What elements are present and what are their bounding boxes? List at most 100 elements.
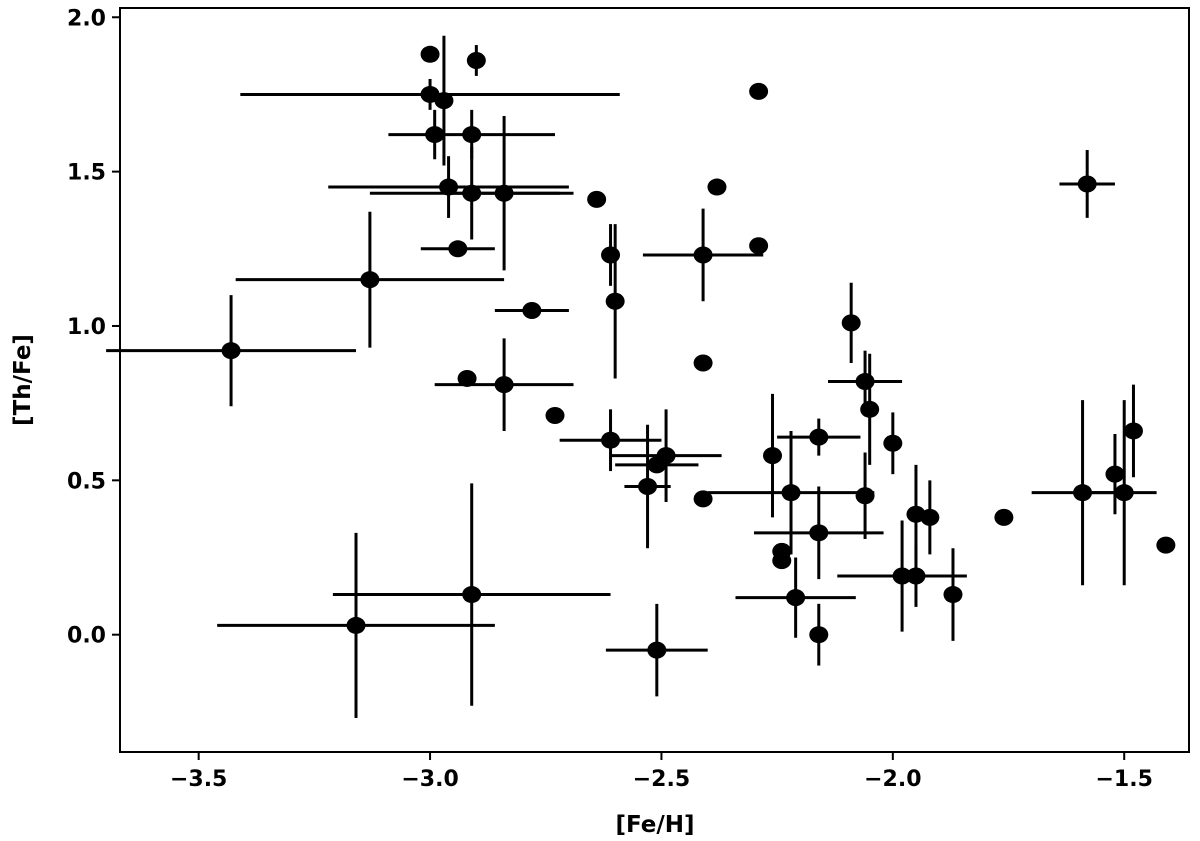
data-point [217,532,495,719]
data-point [753,486,884,580]
data-point [841,282,861,364]
data-point [494,302,569,320]
data-point [860,353,880,465]
plot-marks [106,35,1176,719]
data-point [1156,536,1176,554]
point-marker [1105,465,1125,483]
point-marker [434,92,454,110]
point-marker [360,271,380,289]
data-point [1105,434,1125,515]
data-point [601,224,621,286]
x-axis-title: [Fe/H] [615,812,694,838]
point-marker [601,246,621,264]
point-marker [809,626,829,644]
point-marker [587,190,607,208]
point-marker [693,246,713,264]
data-point [605,224,625,379]
data-point [240,79,620,110]
y-tick-label: 2.0 [67,6,106,31]
point-marker [522,302,542,320]
data-point [388,109,556,160]
data-point [448,116,560,271]
point-marker [906,567,926,585]
point-marker [656,447,676,465]
point-marker [707,178,727,196]
data-point [328,156,569,218]
point-marker [420,45,440,63]
point-marker [1156,536,1176,554]
point-marker [749,82,769,100]
y-axis-title: [Th/Fe] [10,334,36,426]
point-marker [892,567,912,585]
data-point [1123,384,1143,478]
point-marker [1123,422,1143,440]
point-marker [860,400,880,418]
data-point [772,552,792,570]
data-point [1059,150,1115,218]
point-marker [693,354,713,372]
data-point [642,208,764,302]
point-marker [1073,484,1093,502]
point-marker [763,447,783,465]
data-point [545,407,565,425]
data-point [707,178,727,196]
y-tick-label: 0.5 [67,469,106,494]
data-point [457,369,477,387]
data-point [434,35,454,166]
data-point [1091,400,1157,586]
data-point [809,603,829,666]
data-point [906,545,926,607]
data-point [420,45,440,63]
plot-frame [119,7,1190,753]
data-point [587,190,607,208]
y-tick-label: 1.0 [67,315,106,340]
point-marker [221,342,241,360]
y-axis: 0.0 0.5 1.0 1.5 2.0 [67,6,120,649]
point-marker [786,589,806,607]
x-tick-label: −2.5 [633,767,690,792]
point-marker [457,369,477,387]
point-marker [462,126,482,144]
x-axis: −3.5 −3.0 −2.5 −2.0 −1.5 [170,752,1153,792]
point-marker [448,240,468,258]
point-marker [545,407,565,425]
point-marker [462,586,482,604]
point-marker [494,376,514,394]
point-marker [638,478,658,496]
data-point [735,557,856,638]
point-marker [647,641,667,659]
data-point [434,338,574,431]
data-point [943,548,963,641]
point-marker [466,51,486,69]
point-marker [855,487,875,505]
point-marker [809,428,829,446]
point-marker [494,184,514,202]
point-marker [693,490,713,508]
data-point [559,409,662,472]
data-point [466,45,486,76]
point-marker [855,373,875,391]
point-marker [809,524,829,542]
data-point [693,490,713,508]
data-point [420,240,495,258]
x-tick-label: −1.5 [1096,767,1153,792]
data-point [920,480,940,555]
y-tick-label: 1.5 [67,161,106,186]
data-point [749,237,769,255]
point-marker [994,508,1014,526]
point-marker [841,314,861,332]
data-point [749,82,769,100]
data-point [624,424,671,549]
data-point [837,520,967,632]
data-point [883,412,903,475]
point-marker [943,586,963,604]
point-marker [920,508,940,526]
data-point [693,354,713,372]
x-tick-label: −2.0 [864,767,921,792]
data-point [763,393,783,518]
point-marker [601,431,621,449]
data-point [855,452,875,539]
point-marker [1077,175,1097,193]
point-marker [346,616,366,634]
